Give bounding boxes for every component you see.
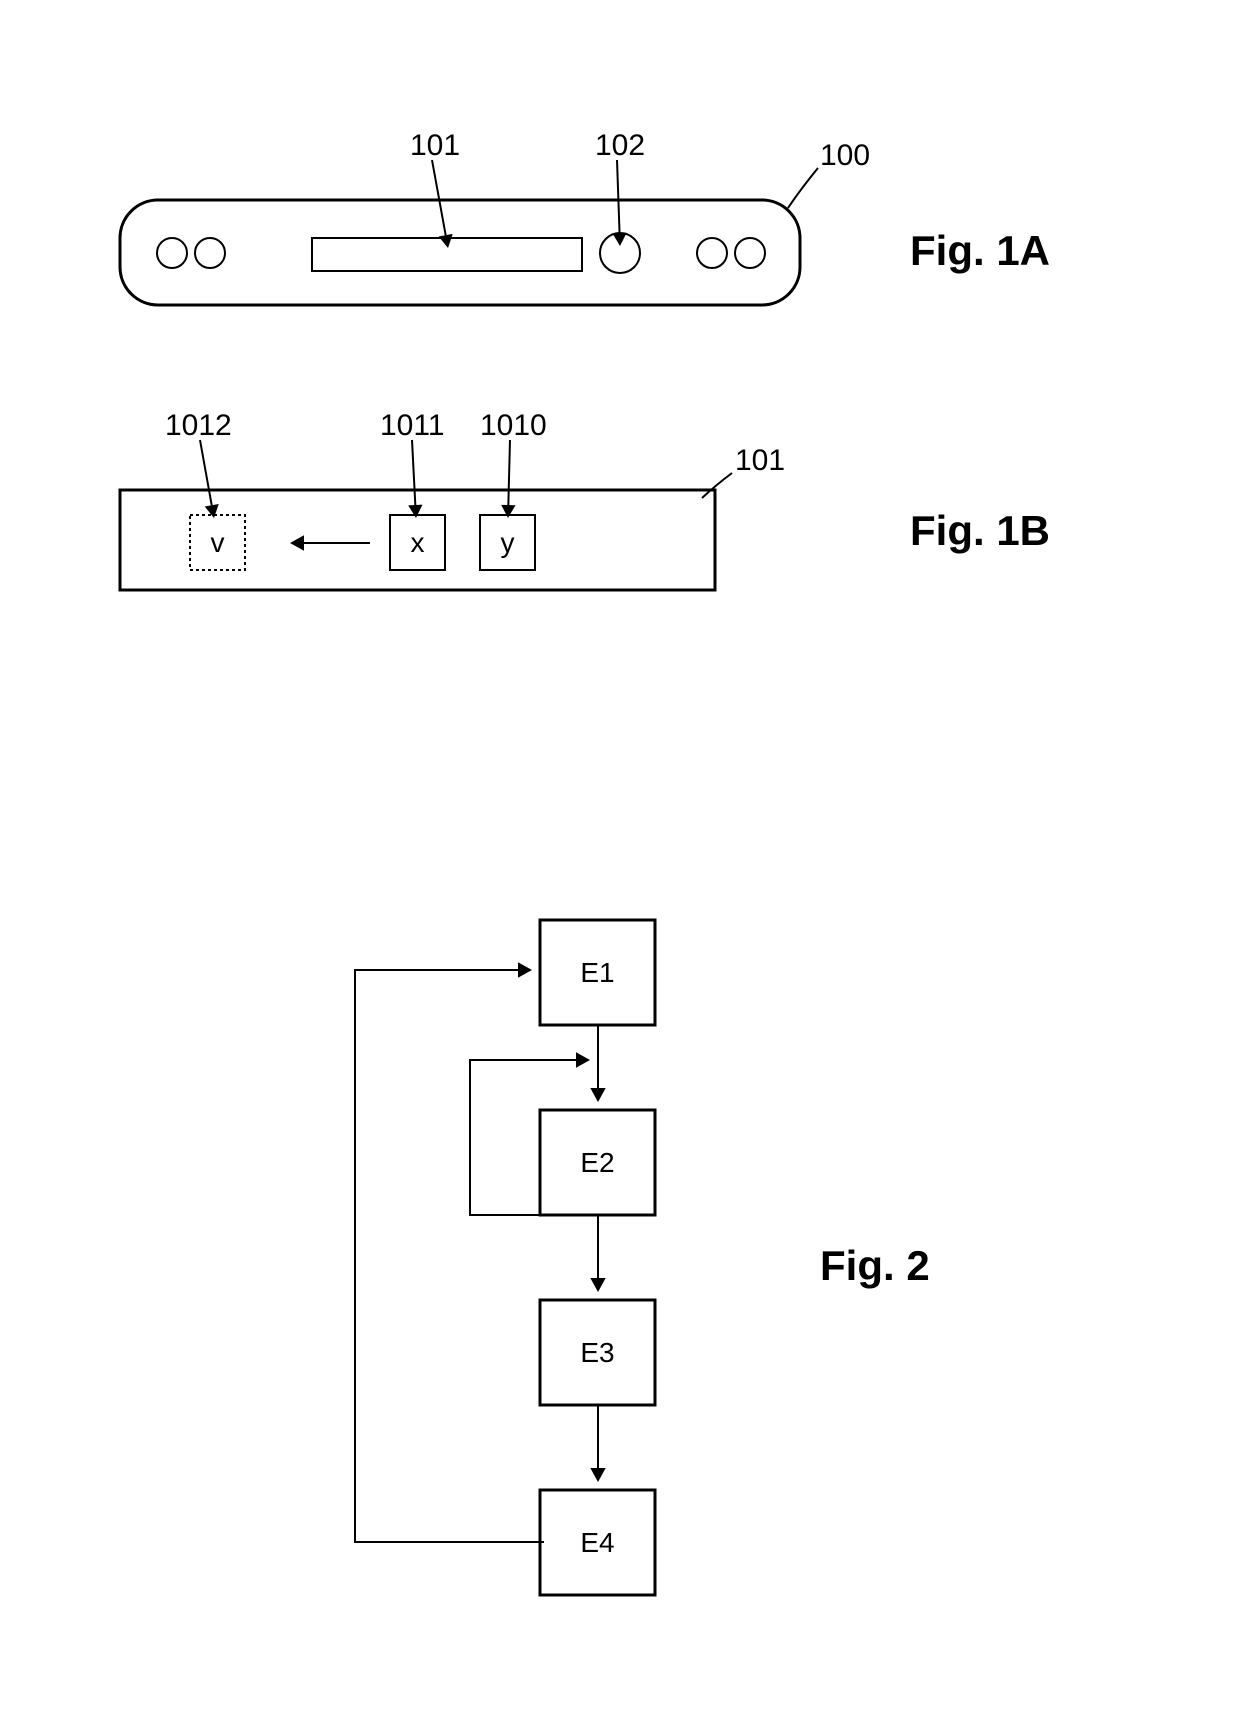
fig-1b-label: Fig. 1B: [910, 507, 1050, 554]
fig-2: E1 E2 E3 E4 Fig. 2: [355, 920, 930, 1595]
fig-1b: v x y 1012 1011 1010 101 Fig. 1B: [120, 409, 1050, 590]
callout-102: 102: [595, 129, 645, 162]
cell-y-text: y: [501, 527, 515, 558]
device-hole-1: [195, 238, 225, 268]
box-e1-text: E1: [580, 957, 614, 988]
callout-101b: 101: [735, 444, 785, 477]
device-hole-0: [157, 238, 187, 268]
callout-101: 101: [410, 129, 460, 162]
fig-1a-label: Fig. 1A: [910, 227, 1050, 274]
loop-e2: [470, 1060, 576, 1215]
fig-1a: 100 101 102 Fig. 1A: [120, 129, 1050, 305]
callout-1011: 1011: [380, 409, 445, 442]
device-hole-2: [697, 238, 727, 268]
callout-100: 100: [820, 139, 870, 172]
callout-1010: 1010: [480, 409, 547, 442]
cell-v-text: v: [211, 527, 225, 558]
box-e4-text: E4: [580, 1527, 614, 1558]
box-e2-text: E2: [580, 1147, 614, 1178]
device-hole-3: [735, 238, 765, 268]
cell-x-text: x: [411, 527, 425, 558]
callout-1012: 1012: [165, 409, 232, 442]
loop-e4: [355, 970, 544, 1542]
fig-2-label: Fig. 2: [820, 1242, 930, 1289]
box-e3-text: E3: [580, 1337, 614, 1368]
